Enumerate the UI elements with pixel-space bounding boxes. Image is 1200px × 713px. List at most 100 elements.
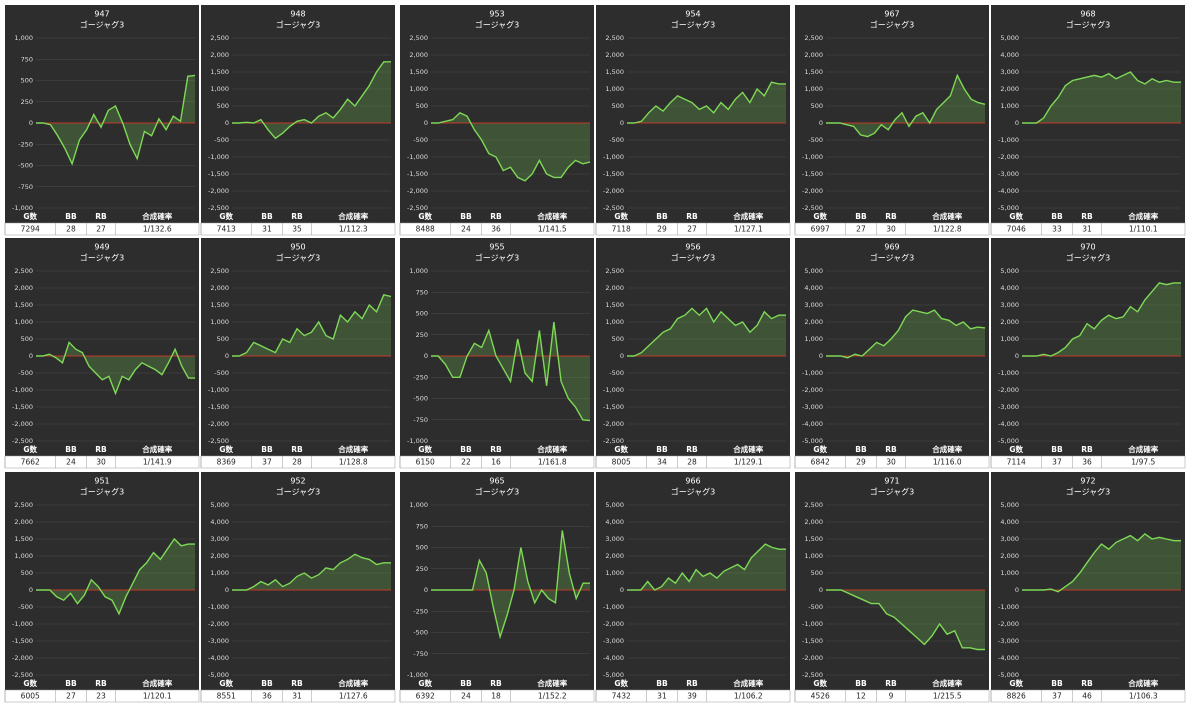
table-header: BB (656, 445, 668, 454)
table-header: G数 (1009, 211, 1023, 221)
table-cell: 27 (96, 225, 106, 234)
y-tick-label: -1,000 (998, 136, 1019, 144)
y-tick-label: -1,000 (998, 603, 1019, 611)
y-tick-label: 2,000 (210, 51, 229, 59)
chart-subtitle: ゴージャグ3 (80, 20, 125, 30)
area (232, 61, 391, 139)
line (1022, 71, 1181, 124)
table-cell: 27 (66, 692, 76, 701)
y-tick-label: -500 (214, 136, 229, 144)
table-header: G数 (418, 444, 432, 454)
chart-subtitle: ゴージャグ3 (475, 20, 520, 30)
y-tick-label: 2,500 (804, 501, 823, 509)
y-tick-label: 0 (819, 352, 823, 360)
y-tick-label: -5,000 (998, 204, 1019, 212)
table-header: RB (95, 679, 107, 688)
table-header: RB (885, 445, 897, 454)
line (627, 543, 786, 591)
table-cell: 8488 (416, 225, 435, 234)
table-cell: 36 (262, 692, 272, 701)
table-cell: 39 (687, 692, 697, 701)
y-tick-label: -1,000 (12, 204, 33, 212)
table-header: 合成確率 (537, 678, 567, 688)
chart-subtitle: ゴージャグ3 (80, 253, 125, 263)
line (1022, 532, 1181, 593)
table-cell: 6392 (416, 692, 435, 701)
table-header: RB (686, 445, 698, 454)
y-tick-label: -250 (413, 373, 428, 381)
y-tick-label: -4,000 (998, 654, 1019, 662)
y-tick-label: 0 (819, 119, 823, 127)
table-header: BB (656, 679, 668, 688)
y-tick-label: -500 (18, 162, 33, 170)
y-tick-label: -1,500 (603, 170, 624, 178)
y-tick-label: -3,000 (998, 170, 1019, 178)
y-tick-label: 2,000 (14, 284, 33, 292)
table-header: 合成確率 (338, 678, 368, 688)
table-cell: 7046 (1007, 225, 1026, 234)
table-header: RB (95, 445, 107, 454)
y-tick-label: -2,500 (12, 437, 33, 445)
y-tick-label: 2,500 (14, 501, 33, 509)
chart-subtitle: ゴージャグ3 (1066, 253, 1111, 263)
chart-subtitle: ゴージャグ3 (671, 253, 716, 263)
table-header: 合成確率 (733, 211, 763, 221)
y-tick-label: 1,000 (210, 569, 229, 577)
y-tick-label: 1,000 (210, 85, 229, 93)
table-header: 合成確率 (1128, 678, 1158, 688)
y-tick-label: 5,000 (605, 501, 624, 509)
chart-title: 967 (884, 10, 899, 19)
table-header: RB (686, 679, 698, 688)
table-cell: 7662 (21, 458, 40, 467)
y-tick-label: 5,000 (210, 501, 229, 509)
y-tick-label: -2,000 (208, 420, 229, 428)
y-tick-label: 0 (424, 352, 428, 360)
y-tick-label: 0 (1015, 119, 1019, 127)
table-cell: 46 (1082, 692, 1092, 701)
chart-title: 971 (884, 477, 899, 486)
table-cell: 30 (886, 225, 896, 234)
y-tick-label: 4,000 (804, 284, 823, 292)
y-tick-label: 500 (811, 102, 823, 110)
y-tick-label: -1,000 (802, 620, 823, 628)
y-tick-label: -500 (609, 136, 624, 144)
y-tick-label: -2,500 (208, 204, 229, 212)
y-tick-label: -2,000 (603, 420, 624, 428)
line (627, 81, 786, 124)
y-tick-label: 0 (620, 352, 624, 360)
y-tick-label: 2,000 (605, 284, 624, 292)
y-tick-label: 2,000 (1000, 318, 1019, 326)
y-tick-label: -1,000 (407, 437, 428, 445)
y-tick-label: -2,000 (998, 620, 1019, 628)
y-tick-label: -5,000 (802, 437, 823, 445)
table-header: G数 (813, 211, 827, 221)
y-tick-label: 1,000 (409, 85, 428, 93)
chart-title: 969 (884, 243, 899, 252)
table-cell: 6150 (416, 458, 435, 467)
y-tick-label: 2,500 (605, 267, 624, 275)
y-tick-label: -1,500 (802, 637, 823, 645)
table-header: BB (460, 679, 472, 688)
table-header: BB (65, 679, 77, 688)
table-cell: 7294 (21, 225, 40, 234)
y-tick-label: -4,000 (208, 654, 229, 662)
table-cell: 1/127.1 (734, 225, 763, 234)
chart-subtitle: ゴージャグ3 (475, 487, 520, 497)
table-header: G数 (23, 678, 37, 688)
y-tick-label: 4,000 (1000, 284, 1019, 292)
table-header: BB (1051, 445, 1063, 454)
y-tick-label: 2,000 (14, 518, 33, 526)
y-tick-label: -2,000 (603, 620, 624, 628)
table-header: RB (885, 212, 897, 221)
y-tick-label: 1,000 (605, 569, 624, 577)
area (36, 75, 195, 164)
panel (596, 5, 790, 235)
table-cell: 29 (657, 225, 667, 234)
table-cell: 1/215.5 (933, 692, 962, 701)
chart-title: 949 (94, 243, 109, 252)
y-tick-label: 0 (225, 586, 229, 594)
y-tick-label: 750 (21, 55, 33, 63)
table-cell: 37 (1052, 692, 1062, 701)
table-header: RB (1081, 445, 1093, 454)
area (1022, 282, 1181, 356)
